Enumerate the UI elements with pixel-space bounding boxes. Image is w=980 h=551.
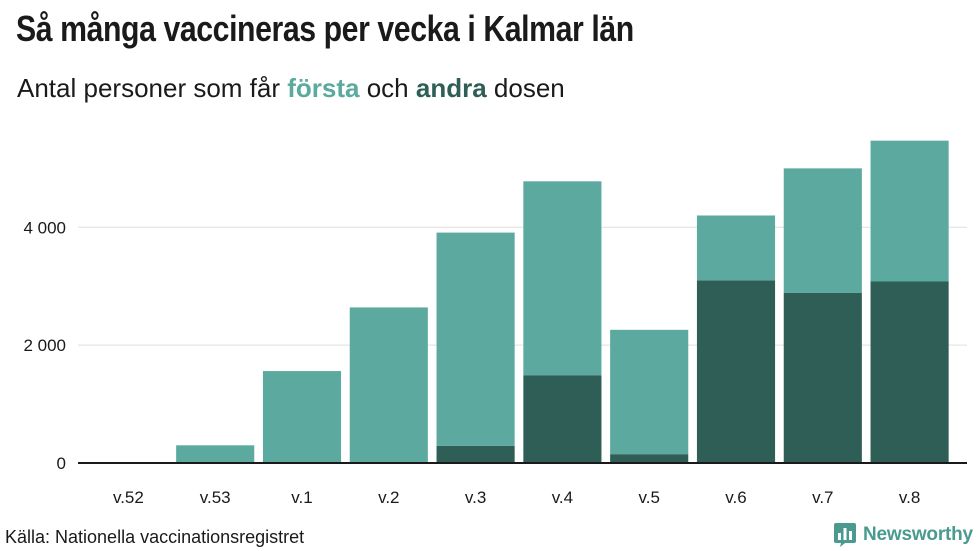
brand-name: Newsworthy [863, 524, 973, 545]
subtitle-middle: och [359, 73, 416, 103]
x-tick-label: v.53 [200, 488, 231, 507]
subtitle-second-dose: andra [415, 73, 487, 103]
bar-second-dose [783, 292, 862, 463]
bars [176, 140, 949, 463]
newsworthy-logo-icon [834, 523, 856, 547]
x-tick-label: v.3 [465, 488, 486, 507]
x-tick-label: v.1 [291, 488, 312, 507]
x-tick-label: v.6 [725, 488, 746, 507]
bar-first-dose [870, 140, 949, 282]
x-tick-label: v.5 [638, 488, 659, 507]
y-tick-label: 2 000 [23, 336, 66, 355]
x-tick-label: v.4 [552, 488, 573, 507]
bar-first-dose [349, 307, 428, 463]
source-note: Källa: Nationella vaccinationsregistret [5, 527, 305, 547]
subtitle-first-dose: första [287, 73, 360, 103]
bar-second-dose [610, 454, 689, 463]
bar-first-dose [696, 215, 776, 281]
bar-second-dose [870, 281, 949, 463]
subtitle-prefix: Antal personer som får [17, 73, 288, 103]
newsworthy-logo: Newsworthy [833, 522, 973, 548]
tick-labels: 0 2 000 4 000 v.52 v.53 v.1 v.2 v.3 v.4 v.5 v.6 v.7… [23, 218, 920, 507]
bar-first-dose [176, 445, 255, 463]
x-tick-label: v.8 [899, 488, 920, 507]
y-tick-label: 4 000 [23, 218, 66, 237]
chart-subtitle: Antal personer som får första och andra … [17, 73, 565, 104]
bar-first-dose [783, 168, 862, 293]
x-tick-label: v.52 [113, 488, 144, 507]
bar-first-dose [610, 329, 689, 455]
y-tick-label: 0 [57, 454, 66, 473]
bar-first-dose [523, 181, 602, 376]
bar-first-dose [262, 371, 342, 463]
subtitle-suffix: dosen [486, 73, 565, 103]
chart-title: Så många vaccineras per vecka i Kalmar l… [16, 8, 634, 49]
bar-second-dose [436, 445, 515, 463]
bar-second-dose [696, 280, 776, 463]
bar-first-dose [436, 232, 515, 446]
bar-second-dose [523, 375, 602, 463]
x-tick-label: v.2 [378, 488, 399, 507]
x-tick-label: v.7 [812, 488, 833, 507]
